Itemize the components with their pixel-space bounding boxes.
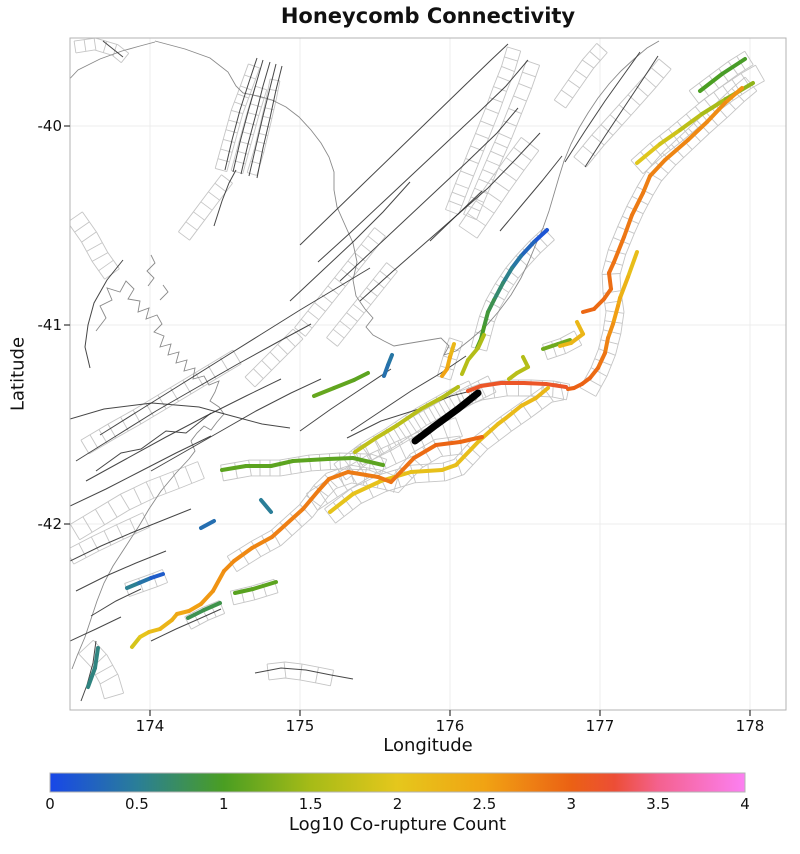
colorbar-tick-label: 2 [392, 795, 403, 813]
colorbar-tick-label: 3 [566, 795, 577, 813]
colorbar-tick-label: 4 [740, 795, 750, 813]
x-tick-label: 176 [435, 717, 465, 735]
fault-traces [70, 40, 659, 702]
colorbar-tick-label: 2.5 [472, 795, 497, 813]
axis-ticks [64, 125, 751, 716]
colorbar-tick-label: 0 [45, 795, 55, 813]
colorbar-gradient [49, 772, 746, 793]
x-tick-label: 177 [585, 717, 615, 735]
x-tick-label: 175 [285, 717, 315, 735]
y-tick-label: -42 [37, 515, 63, 533]
honeycomb-mesh [70, 38, 765, 700]
map-layers [70, 38, 765, 702]
plot-frame [69, 37, 787, 711]
y-tick-label: -40 [37, 117, 63, 135]
x-tick-label: 178 [735, 717, 765, 735]
x-tick-label: 174 [135, 717, 165, 735]
coastlines [70, 40, 660, 670]
gridlines [70, 38, 786, 710]
chart-title: Honeycomb Connectivity [280, 4, 576, 28]
colorbar-label: Log10 Co-rupture Count [288, 814, 507, 835]
y-tick-label: -41 [37, 316, 63, 334]
x-axis-label: Longitude [383, 735, 473, 756]
colorbar-tick-label: 1.5 [298, 795, 323, 813]
colorbar-tick-label: 0.5 [124, 795, 149, 813]
highlight-rupture-line [411, 389, 482, 445]
colorbar-tick-label: 1 [218, 795, 229, 813]
colorbar-tick-label: 3.5 [646, 795, 671, 813]
y-axis-label: Latitude [7, 336, 29, 412]
rupture-lines [86, 57, 755, 689]
